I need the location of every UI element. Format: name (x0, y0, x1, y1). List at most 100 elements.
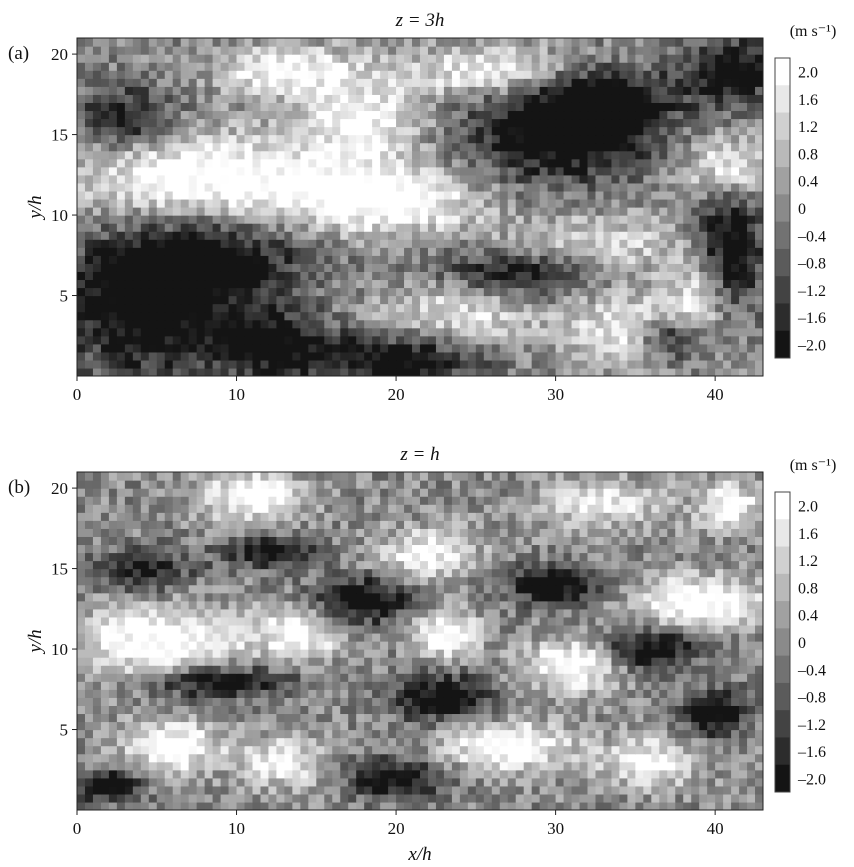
heatmap-cell (284, 134, 293, 144)
heatmap-cell (356, 689, 365, 698)
heatmap-cell (483, 729, 493, 739)
heatmap-cell (699, 134, 708, 144)
heatmap-cell (563, 62, 573, 71)
heatmap-cell (475, 182, 485, 192)
heatmap-cell (252, 311, 262, 321)
heatmap-cell (691, 367, 700, 376)
heatmap-cell (491, 190, 501, 200)
heatmap-cell (643, 158, 652, 168)
heatmap-cell (507, 231, 517, 240)
heatmap-cell (84, 231, 94, 240)
heatmap-cell (507, 38, 517, 47)
heatmap-cell (739, 239, 748, 248)
heatmap-cell (332, 46, 341, 55)
heatmap-cell (555, 785, 565, 795)
heatmap-cell (308, 134, 317, 144)
heatmap-cell (691, 295, 700, 305)
heatmap-cell (396, 190, 405, 200)
heatmap-cell (324, 190, 333, 200)
heatmap-cell (635, 70, 644, 79)
heatmap-cell (715, 247, 724, 256)
heatmap-cell (268, 150, 278, 160)
heatmap-cell (124, 319, 134, 329)
heatmap-cell (84, 38, 94, 47)
heatmap-cell (412, 215, 421, 224)
heatmap-cell (292, 86, 301, 95)
heatmap-cell (236, 207, 246, 216)
heatmap-cell (515, 207, 525, 216)
heatmap-cell (675, 215, 684, 224)
heatmap-cell (619, 166, 628, 176)
heatmap-cell (164, 737, 174, 747)
heatmap-cell (284, 729, 293, 739)
heatmap-cell (675, 126, 684, 136)
heatmap-cell (204, 705, 214, 715)
heatmap-cell (515, 38, 525, 47)
heatmap-cell (284, 367, 293, 376)
heatmap-cell (356, 198, 365, 208)
heatmap-cell (324, 118, 333, 128)
heatmap-cell (388, 729, 397, 739)
heatmap-cell (364, 166, 373, 176)
heatmap-cell (412, 769, 421, 779)
heatmap-cell (276, 319, 285, 329)
heatmap-cell (380, 343, 389, 353)
heatmap-cell (356, 681, 365, 690)
heatmap-cell (595, 190, 605, 200)
heatmap-cell (132, 311, 142, 321)
heatmap-cell (156, 287, 166, 297)
heatmap-cell (156, 689, 166, 698)
heatmap-cell (547, 174, 557, 184)
heatmap-cell (140, 190, 150, 200)
heatmap-cell (699, 793, 708, 803)
heatmap-cell (515, 134, 525, 144)
heatmap-cell (308, 287, 317, 297)
heatmap-cell (220, 777, 230, 787)
heatmap-cell (731, 78, 740, 87)
heatmap-cell (579, 118, 589, 128)
heatmap-cell (316, 134, 325, 144)
heatmap-cell (396, 110, 405, 120)
heatmap-cell (491, 94, 501, 103)
heatmap-cell (499, 761, 509, 771)
heatmap-cell (316, 801, 325, 810)
heatmap-cell (92, 247, 102, 256)
heatmap-cell (212, 367, 222, 376)
heatmap-cell (475, 303, 485, 313)
heatmap-cell (739, 166, 748, 176)
heatmap-cell (619, 737, 628, 747)
heatmap-cell (77, 150, 86, 160)
heatmap-cell (204, 182, 214, 192)
heatmap-cell (587, 38, 597, 47)
heatmap-cell (372, 166, 381, 176)
heatmap-cell (268, 86, 278, 95)
heatmap-cell (611, 327, 621, 337)
heatmap-cell (571, 94, 581, 103)
heatmap-cell (356, 118, 365, 128)
heatmap-cell (531, 271, 541, 281)
plot-frame (76, 37, 764, 377)
heatmap-cell (420, 737, 429, 747)
heatmap-cell (427, 279, 437, 289)
heatmap-cell (579, 207, 589, 216)
heatmap-cell (276, 351, 285, 361)
heatmap-cell (675, 247, 684, 256)
heatmap-cell (188, 777, 198, 787)
heatmap-cell (140, 134, 150, 144)
heatmap-cell (531, 247, 541, 256)
heatmap-cell (499, 303, 509, 313)
heatmap-cell (292, 295, 301, 305)
heatmap-cell (212, 86, 222, 95)
heatmap-cell (244, 46, 254, 55)
heatmap-cell (427, 231, 437, 240)
heatmap-cell (148, 150, 158, 160)
heatmap-cell (523, 785, 533, 795)
heatmap-cell (755, 777, 763, 787)
heatmap-cell (188, 303, 198, 313)
heatmap-cell (667, 158, 676, 168)
heatmap-cell (651, 231, 660, 240)
heatmap-cell (380, 255, 389, 264)
heatmap-cell (547, 335, 557, 345)
heatmap-cell (188, 215, 198, 224)
